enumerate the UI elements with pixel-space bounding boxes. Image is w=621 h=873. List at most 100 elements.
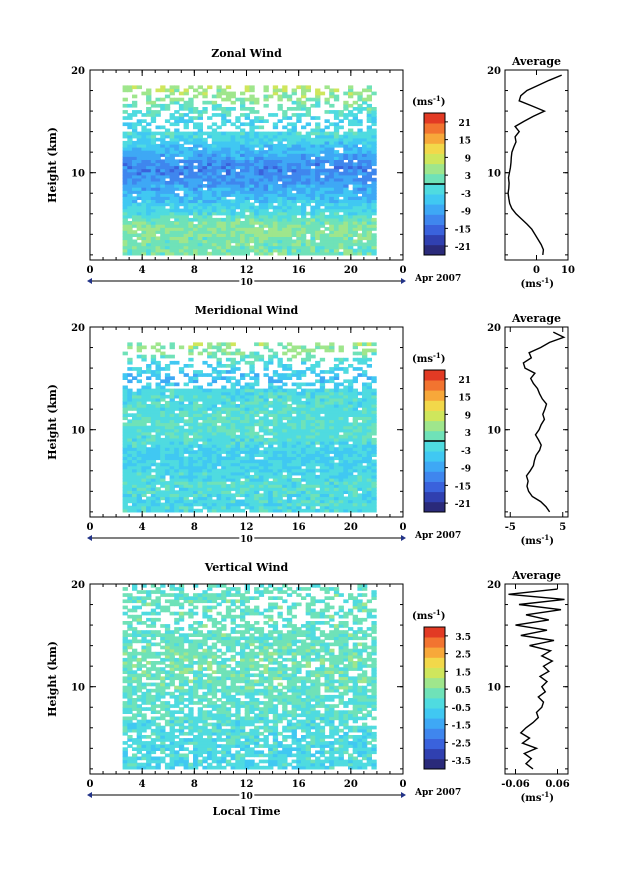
heatmap-cell (211, 407, 218, 411)
heatmap-cell (366, 205, 372, 210)
heatmap-cell (221, 143, 227, 148)
heatmap-cell (132, 245, 138, 250)
heatmap-cell (202, 168, 208, 173)
heatmap-cell (132, 190, 138, 194)
heatmap-cell (183, 190, 189, 194)
heatmap-cell (244, 422, 250, 427)
heatmap-cell (146, 233, 152, 237)
heatmap-cell (197, 184, 203, 188)
heatmap-cell (263, 184, 269, 188)
heatmap-cell (225, 407, 232, 411)
heatmap-cell (371, 122, 377, 127)
heatmap-cell (230, 162, 236, 167)
heatmap-cell (150, 150, 157, 154)
heatmap-cell (221, 134, 227, 139)
heatmap-cell (132, 103, 138, 108)
colorbar-band (424, 153, 445, 165)
heatmap-cell (202, 110, 208, 114)
heatmap-cell (221, 342, 227, 347)
heatmap-cell (333, 193, 340, 197)
heatmap-cell (235, 131, 241, 136)
heatmap-cell (282, 444, 288, 448)
heatmap-cell (291, 422, 297, 427)
heatmap-cell (286, 140, 293, 145)
heatmap-cell (240, 400, 246, 405)
heatmap-cell (178, 199, 185, 204)
heatmap-cell (286, 487, 293, 491)
heatmap-cell (122, 468, 128, 473)
heatmap-cell (164, 416, 171, 421)
heatmap-cell (155, 456, 161, 461)
heatmap-cell (127, 208, 133, 213)
heatmap-cell (197, 484, 203, 488)
heatmap-cell (221, 348, 227, 353)
heatmap-cell (188, 156, 194, 160)
heatmap-cell (146, 100, 152, 105)
heatmap-cell (296, 242, 302, 247)
heatmap-cell (343, 441, 349, 445)
heatmap-cell (225, 419, 232, 424)
heatmap-cell (178, 131, 185, 136)
heatmap-cell (291, 184, 297, 188)
heatmap-cell (193, 125, 199, 130)
heatmap-cell (174, 465, 180, 470)
heatmap-cell (319, 487, 326, 491)
heatmap-cell (324, 391, 330, 396)
heatmap-cell (178, 251, 185, 256)
heatmap-cell (371, 184, 377, 188)
heatmap-cell (310, 242, 316, 247)
heatmap-cell (277, 410, 283, 414)
heatmap-cell (249, 217, 255, 222)
heatmap-cell (127, 478, 133, 482)
heatmap-cell (282, 131, 288, 136)
heatmap-cell (333, 224, 340, 228)
heatmap-cell (169, 184, 175, 188)
heatmap-cell (164, 413, 171, 417)
heatmap-cell (183, 450, 189, 454)
heatmap-cell (155, 251, 161, 256)
heatmap-cell (305, 493, 311, 498)
heatmap-cell (362, 233, 368, 237)
heatmap-cell (155, 245, 161, 250)
heatmap-cell (141, 431, 147, 436)
heatmap-cell (202, 214, 208, 219)
heatmap-cell (296, 211, 302, 216)
heatmap-cell (282, 150, 288, 154)
heatmap-cell (178, 456, 185, 461)
heatmap-cell (343, 143, 349, 148)
heatmap-cell (366, 459, 372, 464)
heatmap-cell (258, 342, 265, 347)
heatmap-cell (282, 245, 288, 250)
heatmap-cell (240, 202, 246, 207)
heatmap-cell (371, 113, 377, 117)
heatmap-cell (216, 88, 222, 93)
heatmap-cell (122, 153, 128, 157)
heatmap-cell (258, 116, 265, 120)
heatmap-cell (221, 245, 227, 250)
heatmap-cell (366, 496, 372, 501)
heatmap-cell (310, 462, 316, 467)
heatmap-cell (216, 199, 222, 204)
heatmap-cell (301, 171, 307, 176)
heatmap-cell (291, 447, 297, 451)
heatmap-cell (352, 217, 358, 222)
heatmap-cell (282, 437, 288, 442)
heatmap-cell (155, 493, 161, 498)
heatmap-cell (230, 431, 236, 436)
heatmap-cell (263, 196, 269, 200)
heatmap-cell (127, 471, 133, 476)
heatmap-cell (197, 113, 203, 117)
heatmap-cell (221, 459, 227, 464)
heatmap-cell (225, 487, 232, 491)
colorbar-tick-label: -9 (461, 208, 471, 218)
heatmap-cell (160, 162, 166, 167)
heatmap-cell (174, 230, 180, 234)
heatmap-cell (230, 370, 236, 374)
heatmap-cell (202, 407, 208, 411)
heatmap-cell (371, 168, 377, 173)
heatmap-cell (160, 493, 166, 498)
heatmap-cell (230, 364, 236, 368)
heatmap-cell (164, 190, 171, 194)
heatmap-cell (225, 413, 232, 417)
heatmap-cell (146, 217, 152, 222)
